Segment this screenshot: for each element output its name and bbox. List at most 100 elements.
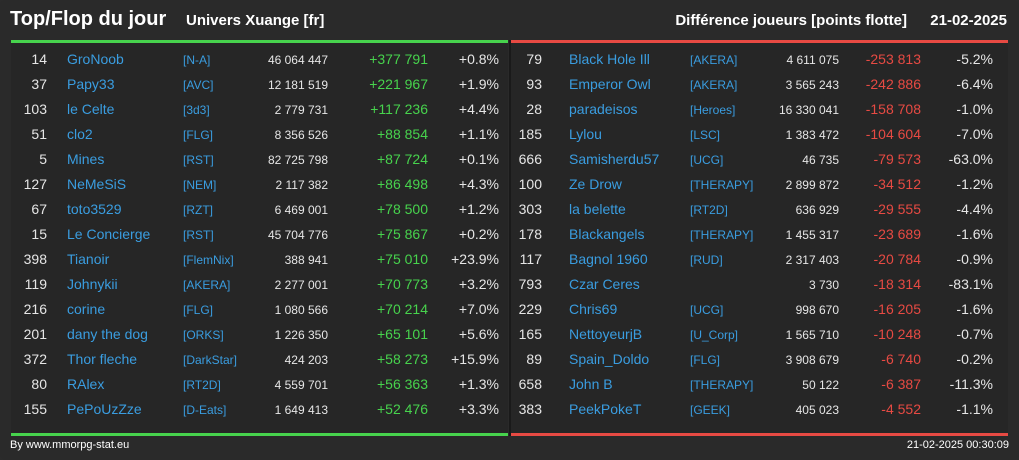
alliance-tag-link[interactable]: [U_Corp] — [690, 328, 739, 342]
points-difference: +88 854 — [377, 126, 428, 142]
points-difference: +87 724 — [377, 151, 428, 167]
top-row: 67 toto3529 [RZT] 6 469 001 +78 500 +1.2% — [11, 197, 508, 222]
alliance-tag-link[interactable]: [RST] — [183, 153, 214, 167]
alliance-tag-link[interactable]: [AKERA] — [690, 78, 738, 92]
player-rank: 28 — [526, 101, 542, 117]
percent-change: +1.2% — [458, 201, 499, 217]
alliance-tag-link[interactable]: [D-Eats] — [183, 403, 227, 417]
alliance-tag-link[interactable]: [RT2D] — [183, 378, 221, 392]
player-name-link[interactable]: NeMeSiS — [67, 176, 127, 192]
percent-change: +0.1% — [458, 151, 499, 167]
alliance-tag-link[interactable]: [FLG] — [690, 353, 721, 367]
player-name-link[interactable]: clo2 — [67, 126, 93, 142]
top-row: 37 Papy33 [AVC] 12 181 519 +221 967 +1.9% — [11, 72, 508, 97]
player-name-link[interactable]: Black Hole Ill — [569, 51, 650, 67]
player-name-link[interactable]: NettoyeurjB — [569, 326, 643, 342]
player-points: 46 064 447 — [267, 53, 328, 67]
alliance-tag-link[interactable]: [3d3] — [183, 103, 210, 117]
player-points: 424 203 — [284, 353, 328, 367]
player-name-link[interactable]: PePoUzZze — [67, 401, 142, 417]
points-difference: -20 784 — [873, 251, 921, 267]
alliance-tag-link[interactable]: [DarkStar] — [183, 353, 238, 367]
flop-accent-bar-bottom — [511, 433, 1008, 436]
alliance-tag-link[interactable]: [RT2D] — [690, 203, 728, 217]
player-name-link[interactable]: Spain_Doldo — [569, 351, 650, 367]
flop-row: 79 Black Hole Ill [AKERA] 4 611 075 -253 813… — [511, 47, 1008, 72]
player-name-link[interactable]: Le Concierge — [67, 226, 151, 242]
player-name-link[interactable]: corine — [67, 301, 106, 317]
percent-change: -1.1% — [956, 401, 993, 417]
flop-row: 658 John B [THERAPY] 50 122 -6 387 -11.3% — [511, 372, 1008, 397]
player-name-link[interactable]: John B — [569, 376, 613, 392]
points-difference: +58 273 — [377, 351, 428, 367]
player-name-link[interactable]: dany the dog — [67, 326, 148, 342]
alliance-tag-link[interactable]: [GEEK] — [690, 403, 731, 417]
player-name-link[interactable]: Emperor Owl — [569, 76, 651, 92]
player-rank: 80 — [31, 376, 47, 392]
player-name-link[interactable]: Lylou — [569, 126, 602, 142]
player-name-link[interactable]: paradeisos — [569, 101, 638, 117]
player-name-link[interactable]: GroNoob — [67, 51, 124, 67]
generated-timestamp: 21-02-2025 00:30:09 — [906, 439, 1009, 451]
player-name-link[interactable]: PeekPokeT — [569, 401, 642, 417]
flop-accent-bar — [511, 40, 1008, 43]
alliance-tag-link[interactable]: [FLG] — [183, 128, 214, 142]
player-name-link[interactable]: Thor fleche — [67, 351, 138, 367]
points-difference: +86 498 — [377, 176, 428, 192]
top-row: 80 RAlex [RT2D] 4 559 701 +56 363 +1.3% — [11, 372, 508, 397]
alliance-tag-link[interactable]: [AKERA] — [183, 278, 231, 292]
top-row: 103 le Celte [3d3] 2 779 731 +117 236 +4.4% — [11, 97, 508, 122]
player-rank: 303 — [518, 201, 542, 217]
player-name-link[interactable]: Bagnol 1960 — [569, 251, 648, 267]
player-name-link[interactable]: toto3529 — [67, 201, 122, 217]
top-row: 51 clo2 [FLG] 8 356 526 +88 854 +1.1% — [11, 122, 508, 147]
alliance-tag-link[interactable]: [UCG] — [690, 303, 724, 317]
player-name-link[interactable]: Samisherdu57 — [569, 151, 660, 167]
percent-change: -1.6% — [956, 226, 993, 242]
player-name-link[interactable]: Ze Drow — [569, 176, 622, 192]
player-name-link[interactable]: RAlex — [67, 376, 105, 392]
player-points: 8 356 526 — [274, 128, 328, 142]
player-name-link[interactable]: la belette — [569, 201, 626, 217]
player-name-link[interactable]: Chris69 — [569, 301, 618, 317]
player-rank: 119 — [24, 276, 47, 292]
player-points: 636 929 — [795, 203, 839, 217]
player-rank: 67 — [31, 201, 47, 217]
alliance-tag-link[interactable]: [AVC] — [183, 78, 214, 92]
flop-row: 117 Bagnol 1960 [RUD] 2 317 403 -20 784 -0.9% — [511, 247, 1008, 272]
points-difference: -6 740 — [881, 351, 921, 367]
alliance-tag-link[interactable]: [FLG] — [183, 303, 214, 317]
percent-change: +0.8% — [458, 51, 499, 67]
percent-change: -83.1% — [948, 276, 993, 292]
alliance-tag-link[interactable]: [AKERA] — [690, 53, 738, 67]
player-name-link[interactable]: le Celte — [67, 101, 115, 117]
alliance-tag-link[interactable]: [THERAPY] — [690, 378, 754, 392]
alliance-tag-link[interactable]: [RZT] — [183, 203, 213, 217]
player-name-link[interactable]: Papy33 — [67, 76, 115, 92]
alliance-tag-link[interactable]: [RST] — [183, 228, 214, 242]
top-gainers-panel: 14 GroNoob [N-A] 46 064 447 +377 791 +0.8% 37 P… — [11, 40, 508, 436]
percent-change: -0.9% — [956, 251, 993, 267]
player-name-link[interactable]: Tianoir — [67, 251, 110, 267]
alliance-tag-link[interactable]: [Heroes] — [690, 103, 736, 117]
top-losers-panel: 79 Black Hole Ill [AKERA] 4 611 075 -253 813… — [511, 40, 1008, 436]
player-name-link[interactable]: Mines — [67, 151, 105, 167]
player-name-link[interactable]: Blackangels — [569, 226, 645, 242]
alliance-tag-link[interactable]: [LSC] — [690, 128, 721, 142]
alliance-tag-link[interactable]: [N-A] — [183, 53, 211, 67]
alliance-tag-link[interactable]: [NEM] — [183, 178, 217, 192]
points-difference: -4 552 — [881, 401, 921, 417]
player-rank: 178 — [518, 226, 542, 242]
points-difference: -242 886 — [865, 76, 921, 92]
top-row: 127 NeMeSiS [NEM] 2 117 382 +86 498 +4.3% — [11, 172, 508, 197]
player-name-link[interactable]: Johnykii — [67, 276, 118, 292]
alliance-tag-link[interactable]: [RUD] — [690, 253, 723, 267]
alliance-tag-link[interactable]: [FlemNix] — [183, 253, 234, 267]
player-name-link[interactable]: Czar Ceres — [569, 276, 640, 292]
alliance-tag-link[interactable]: [THERAPY] — [690, 228, 754, 242]
panel-divider — [509, 40, 511, 436]
alliance-tag-link[interactable]: [THERAPY] — [690, 178, 754, 192]
player-rank: 37 — [31, 76, 47, 92]
alliance-tag-link[interactable]: [UCG] — [690, 153, 724, 167]
alliance-tag-link[interactable]: [ORKS] — [183, 328, 224, 342]
